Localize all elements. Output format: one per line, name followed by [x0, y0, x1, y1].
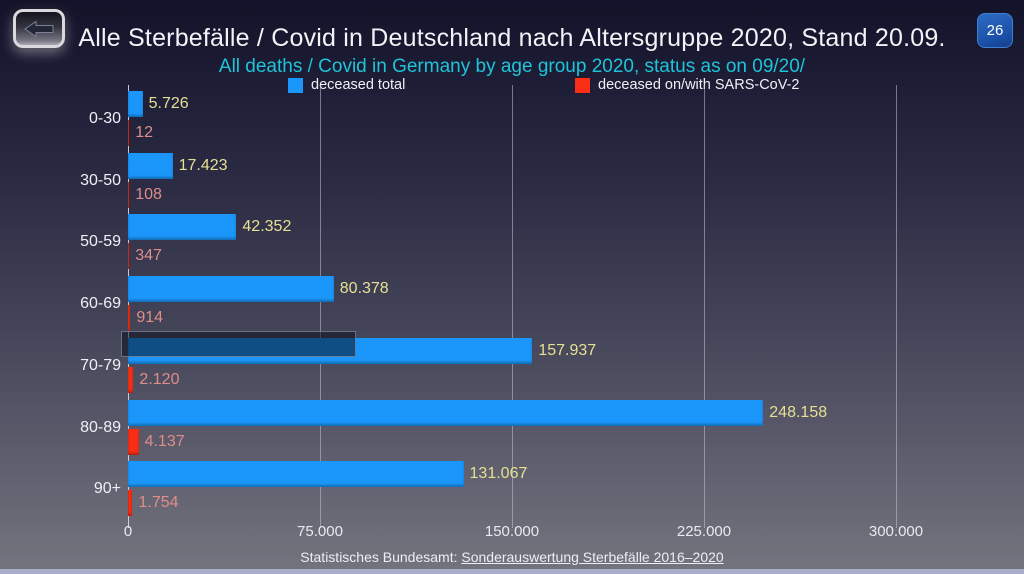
- legend-swatch-total: [288, 77, 303, 93]
- x-axis: 0 75.000 150.000 225.000 300.000: [124, 523, 923, 543]
- back-button[interactable]: [13, 9, 65, 48]
- value-label-total: 248.158: [769, 403, 828, 421]
- gridline: [512, 85, 513, 528]
- value-label-covid: 914: [136, 309, 164, 327]
- chart-row-90+: 90+ 131.067 1.754: [94, 458, 896, 520]
- page-title: Alle Sterbefälle / Covid in Deutschland …: [78, 24, 946, 52]
- chart-row-0-30: 0-30 5.726 12: [89, 88, 896, 150]
- x-tick-label: 150.000: [484, 523, 540, 540]
- bar-covid-90+: [128, 490, 133, 517]
- category-label: 60-69: [80, 295, 121, 313]
- left-arrow-icon: [24, 20, 54, 37]
- category-label: 70-79: [80, 356, 121, 374]
- value-label-total: 5.726: [148, 95, 189, 112]
- bar-total-90+: [128, 461, 464, 488]
- bar-covid-60-69: [128, 305, 131, 332]
- bar-total-60-69: [128, 276, 334, 303]
- value-label-covid: 12: [135, 124, 153, 141]
- legend-label-total: deceased total: [311, 77, 406, 93]
- value-label-covid: 347: [135, 247, 162, 265]
- legend-label-covid: deceased on/with SARS-CoV-2: [598, 77, 800, 93]
- bar-covid-50-59: [128, 243, 130, 270]
- bottom-edge-strip: [0, 569, 1024, 574]
- selection-rectangle[interactable]: [121, 331, 356, 357]
- value-label-covid: 1.754: [138, 494, 179, 512]
- gridline: [320, 85, 321, 528]
- value-label-total: 17.423: [178, 156, 228, 174]
- category-label: 80-89: [80, 418, 121, 436]
- gridline: [896, 85, 897, 528]
- chart-row-60-69: 60-69 80.378 914: [80, 273, 896, 335]
- value-label-total: 42.352: [242, 218, 292, 236]
- chart-row-30-50: 30-50 17.423 108: [80, 150, 896, 212]
- bar-total-80-89: [128, 399, 764, 426]
- value-label-covid: 4.137: [144, 432, 185, 450]
- category-label: 90+: [93, 480, 121, 498]
- bar-covid-80-89: [128, 428, 139, 455]
- chart-row-80-89: 80-89 248.158 4.137: [80, 397, 896, 459]
- x-tick-label: 75.000: [297, 523, 343, 540]
- category-label: 50-59: [80, 233, 121, 251]
- value-label-covid: 2.120: [139, 370, 180, 388]
- bar-covid-30-50: [128, 181, 130, 208]
- bar-covid-0-30: [128, 120, 130, 146]
- value-label-total: 157.937: [538, 341, 597, 359]
- x-tick-label: 0: [123, 523, 133, 540]
- page-number-badge[interactable]: 26: [977, 13, 1013, 48]
- bar-total-0-30: [128, 91, 143, 117]
- category-label: 0-30: [88, 110, 121, 127]
- plot-area: 0-30 5.726 12 30-50 17.423 108 50-59 42.352 347 6…: [80, 85, 897, 528]
- page-subtitle: All deaths / Covid in Germany by age gro…: [218, 56, 806, 77]
- bar-rows: 0-30 5.726 12 30-50 17.423 108 50-59 42.352 347 6…: [80, 88, 896, 520]
- value-label-total: 80.378: [339, 280, 389, 298]
- value-label-total: 131.067: [469, 465, 528, 483]
- legend-swatch-covid: [575, 77, 590, 93]
- bar-total-30-50: [128, 152, 173, 179]
- legend-item-deceased-covid: deceased on/with SARS-CoV-2: [575, 77, 800, 93]
- source-citation: Statistisches Bundesamt: Sonderauswertun…: [0, 549, 1024, 565]
- source-prefix: Statistisches Bundesamt:: [300, 549, 458, 565]
- bar-covid-70-79: [128, 366, 134, 393]
- x-tick-label: 300.000: [868, 523, 924, 540]
- source-link[interactable]: Sonderauswertung Sterbefälle 2016–2020: [461, 549, 724, 565]
- bar-total-50-59: [128, 214, 237, 241]
- chart-row-50-59: 50-59 42.352 347: [80, 211, 896, 273]
- legend-item-deceased-total: deceased total: [288, 77, 405, 93]
- gridline: [704, 85, 705, 528]
- x-tick-label: 225.000: [676, 523, 732, 540]
- value-label-covid: 108: [135, 185, 162, 203]
- category-label: 30-50: [80, 171, 121, 189]
